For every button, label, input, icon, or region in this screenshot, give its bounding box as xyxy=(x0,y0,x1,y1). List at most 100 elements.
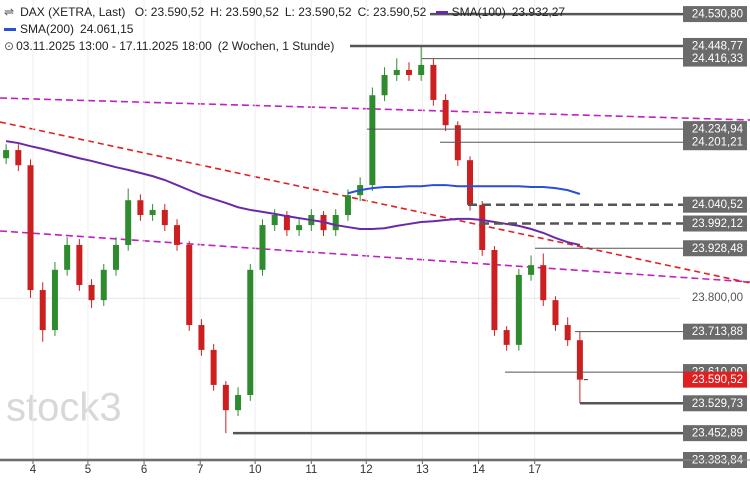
price-label: 24.201,21 xyxy=(692,137,743,149)
candle-body xyxy=(210,349,217,385)
price-label-box xyxy=(683,6,747,23)
price-label-box xyxy=(683,371,747,388)
legend-swatch xyxy=(435,11,448,15)
trend-line xyxy=(0,121,750,284)
candle-body xyxy=(174,225,181,245)
ohlc: O: 23.590,52 xyxy=(134,5,205,19)
ohlc: C: 23.590,52 xyxy=(357,5,427,19)
watermark: stock3 xyxy=(6,386,122,430)
x-tick-label: 5 xyxy=(85,464,91,476)
candle-body xyxy=(430,64,437,100)
legend-swatch xyxy=(4,28,16,32)
x-tick-label: 12 xyxy=(360,464,373,476)
legend-name: SMA(200) xyxy=(20,22,75,36)
sma-line xyxy=(347,184,581,195)
ohlc: H: 23.590,52 xyxy=(210,5,279,19)
price-label-box xyxy=(683,425,747,442)
x-tick-label: 6 xyxy=(141,464,147,476)
price-label-box xyxy=(683,395,747,412)
period: (2 Wochen, 1 Stunde) xyxy=(217,39,335,53)
trend-line xyxy=(0,230,750,283)
legend-row: ⇌ DAX (XETRA, Last) O: 23.590,52 H: 23.590… xyxy=(4,4,571,21)
candle-body xyxy=(39,290,46,331)
ohlc: L: 23.590,52 xyxy=(284,5,352,19)
candle-body xyxy=(247,269,254,396)
price-label: 23.713,88 xyxy=(692,326,743,338)
legend-name: SMA(100) xyxy=(451,5,506,19)
candle-body xyxy=(76,244,83,285)
price-label-box xyxy=(683,323,747,340)
instrument: DAX (XETRA, Last) xyxy=(20,5,126,19)
x-tick-label: 10 xyxy=(249,464,262,476)
candle-body xyxy=(198,325,205,350)
price-label: 24.234,94 xyxy=(692,124,744,136)
candle-body xyxy=(576,340,583,380)
candle-body xyxy=(479,204,486,250)
candle-body xyxy=(564,325,571,341)
candle-body xyxy=(393,69,400,76)
x-tick-label: 17 xyxy=(528,464,541,476)
price-label: 23.529,73 xyxy=(692,398,743,410)
candle-body xyxy=(381,75,388,96)
candle-body xyxy=(296,225,303,231)
x-tick-label: 4 xyxy=(30,464,37,476)
candle-body xyxy=(3,150,10,159)
price-label: 23.452,89 xyxy=(692,428,743,440)
legend-value: 24.061,15 xyxy=(80,22,134,36)
price-label-box xyxy=(683,121,747,138)
candle-body xyxy=(332,215,339,231)
icon: ⇌ xyxy=(4,5,15,19)
candle-body xyxy=(271,215,278,226)
candle-body xyxy=(344,195,351,216)
x-tick-label: 11 xyxy=(305,464,317,476)
candle-body xyxy=(467,160,474,205)
legend-row: SMA(200) 24.061,15 xyxy=(4,21,571,38)
price-label: 23.928,48 xyxy=(692,243,743,255)
icon: ⊙ xyxy=(4,39,15,53)
candle-body xyxy=(259,225,266,270)
candle-body xyxy=(418,64,425,76)
candle-body xyxy=(15,150,22,166)
y-tick-label: 23.800,00 xyxy=(692,292,743,304)
candle-body xyxy=(88,284,95,301)
price-label: 23.383,84 xyxy=(692,455,744,467)
candle-body xyxy=(405,69,412,76)
candle-body xyxy=(149,209,156,216)
price-label: 23.992,12 xyxy=(692,218,743,230)
candle-body xyxy=(112,244,119,270)
price-label: 24.448,77 xyxy=(692,40,743,52)
candle-body xyxy=(552,300,559,326)
date-range: 03.11.2025 13:00 - 17.11.2025 18:00 xyxy=(16,39,212,53)
candle-body xyxy=(515,274,522,345)
x-tick-label: 14 xyxy=(472,464,485,476)
legend-row: ⊙ 03.11.2025 13:00 - 17.11.2025 18:00 (2 W… xyxy=(4,38,571,55)
price-label-box xyxy=(683,134,747,151)
candle-body xyxy=(125,200,132,245)
candle-body xyxy=(540,265,547,301)
candle-body xyxy=(222,384,229,411)
price-label-box xyxy=(683,215,747,232)
candle-body xyxy=(161,209,168,226)
candle-body xyxy=(283,215,290,231)
sma-line xyxy=(5,140,581,246)
candle-body xyxy=(369,95,376,186)
legend-value: 23.932,27 xyxy=(511,5,566,19)
legend: ⇌ DAX (XETRA, Last) O: 23.590,52 H: 23.590… xyxy=(4,4,571,55)
x-tick-label: 7 xyxy=(197,464,203,476)
price-label: 24.040,52 xyxy=(692,199,743,211)
candle-body xyxy=(64,244,71,270)
current-price-label: 23.590,52 xyxy=(692,374,743,386)
price-label-box xyxy=(683,50,747,67)
candle-body xyxy=(503,330,510,345)
price-label: 24.530,80 xyxy=(692,9,743,21)
candle-body xyxy=(137,200,144,216)
price-label-box xyxy=(683,240,747,257)
candle-body xyxy=(27,165,34,291)
candle-body xyxy=(51,269,58,331)
candle-body xyxy=(491,249,498,331)
candle-body xyxy=(100,269,107,301)
candle-body xyxy=(528,265,535,275)
candle-body xyxy=(186,244,193,326)
